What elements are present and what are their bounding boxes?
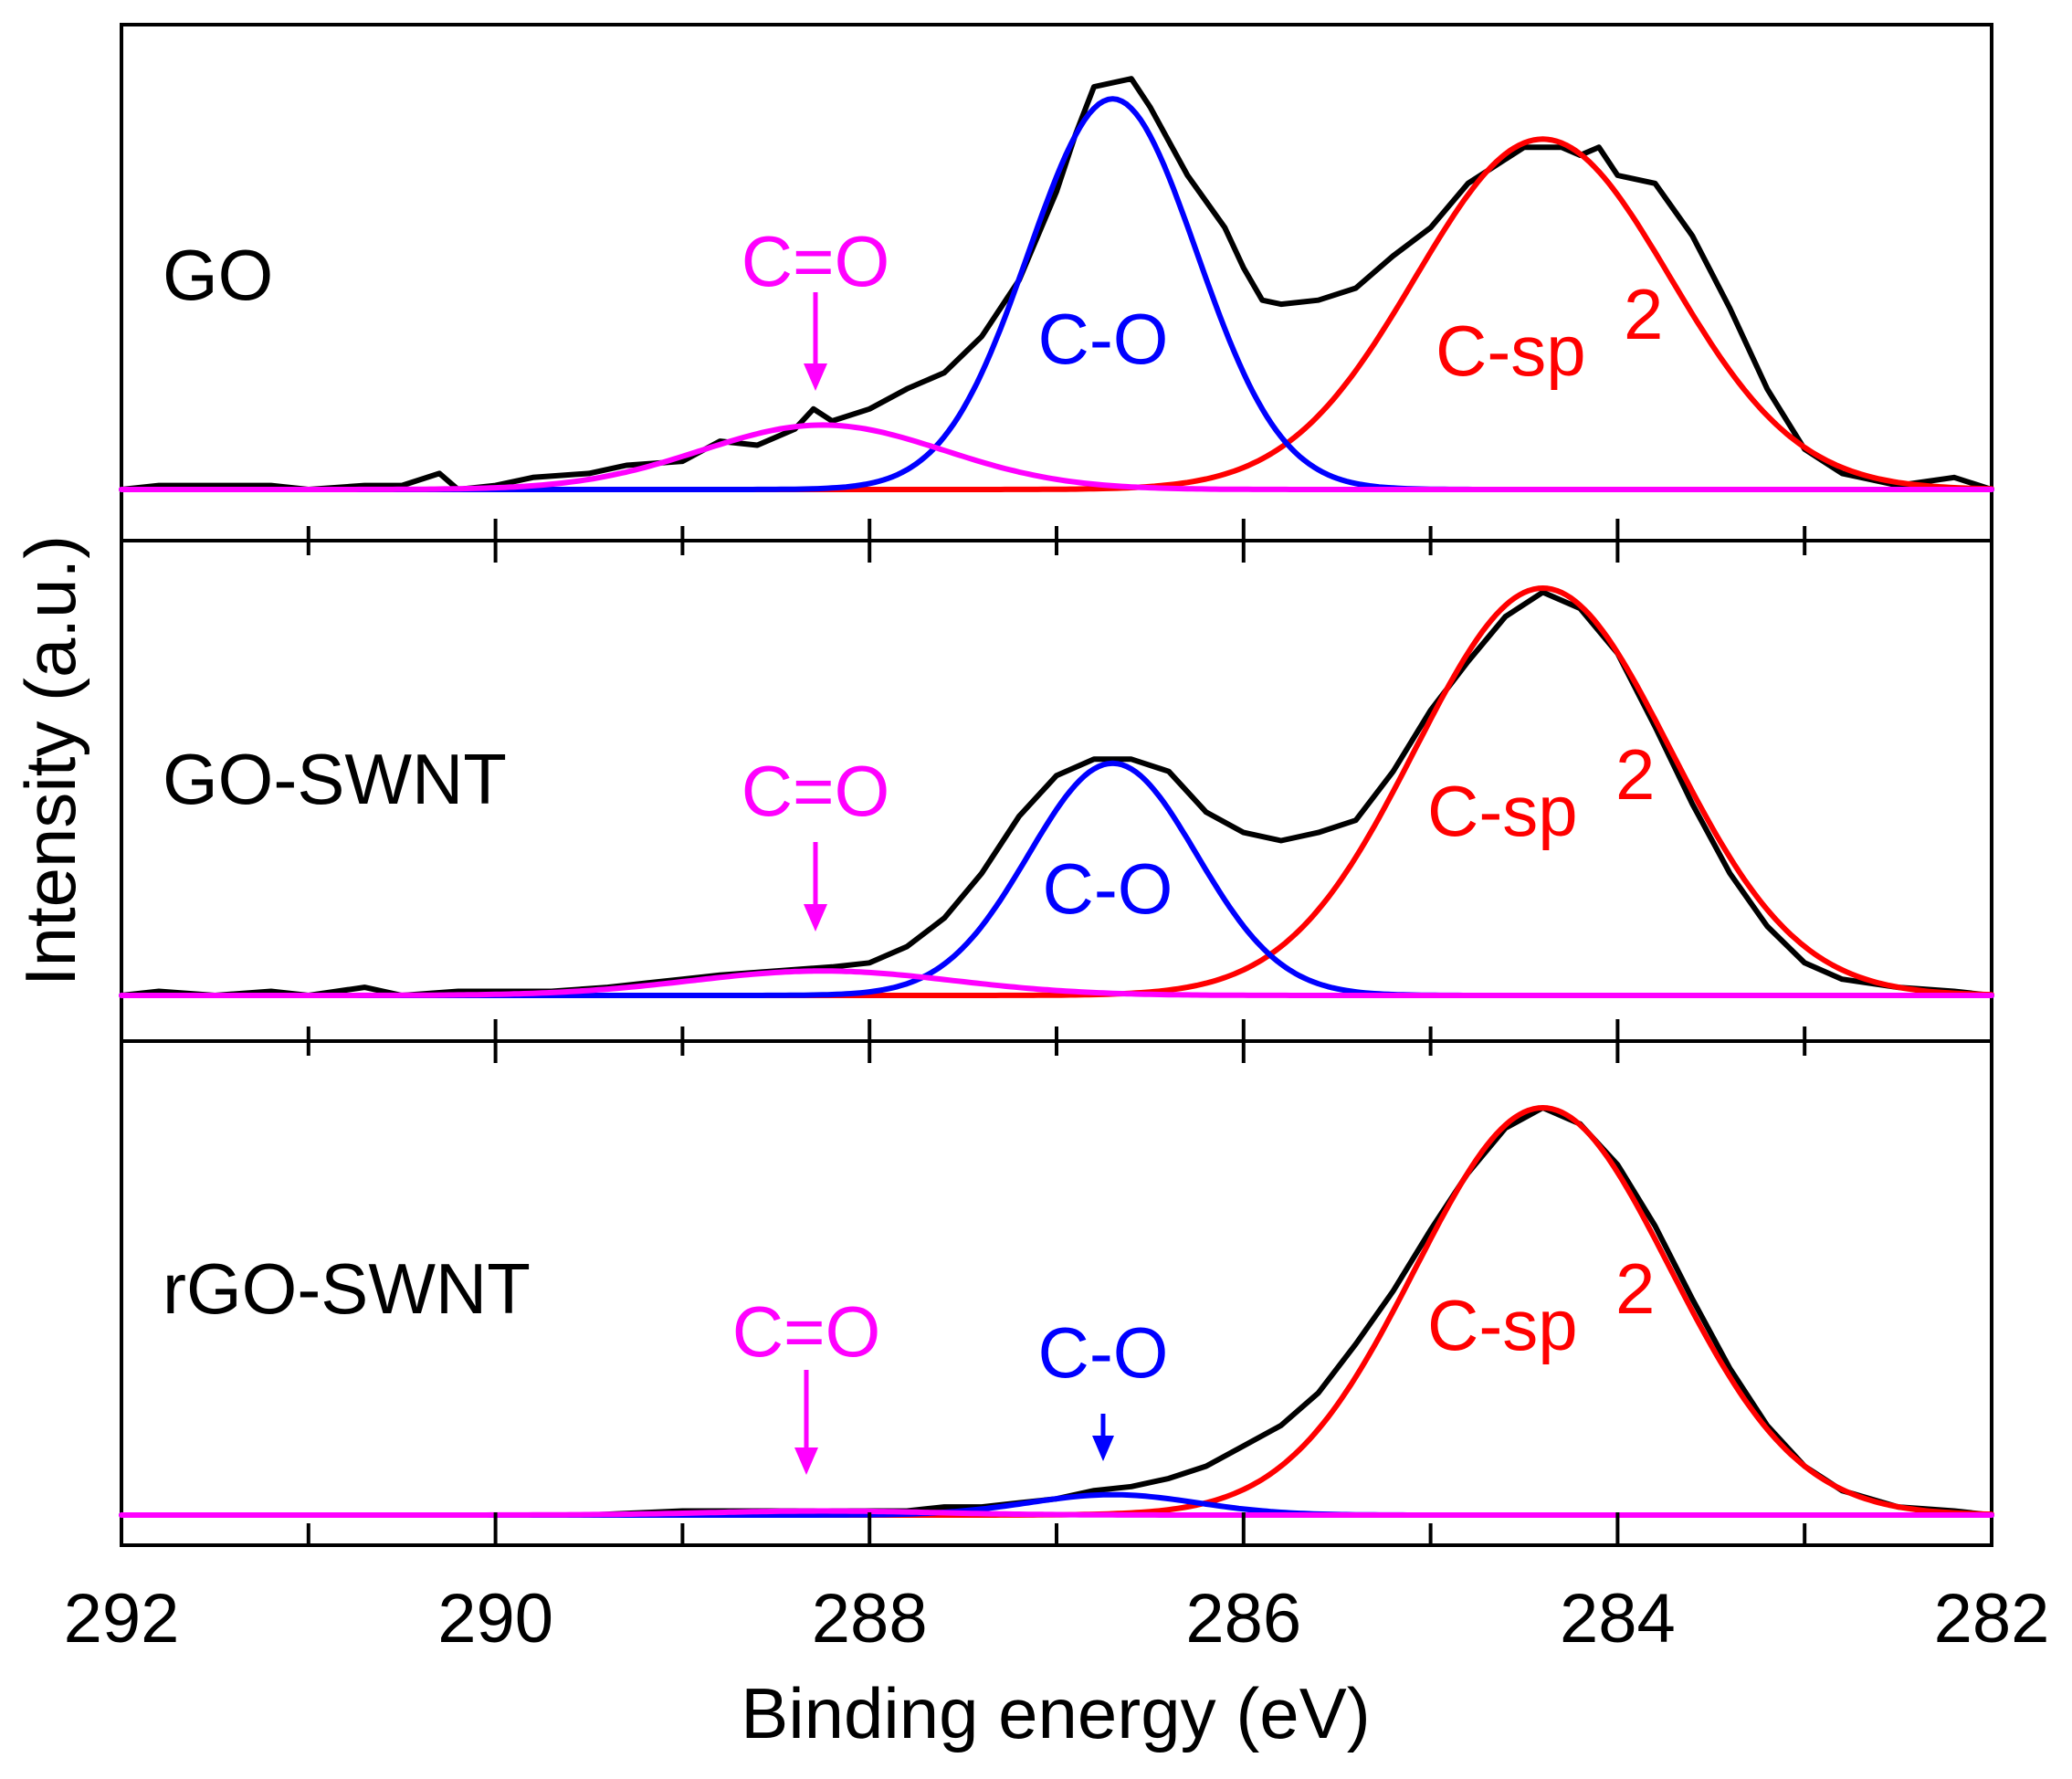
fit-ceqo-rgo-swnt: [119, 1508, 1994, 1518]
annotations-layer: GO C=O C-O C-sp 2 GO-SWNT C=O C-O C-sp 2 rGO-SWNT C…: [163, 221, 1663, 1475]
peak-label-superscript: 2: [1615, 734, 1655, 815]
peak-label-c-sp2: C-sp: [1427, 771, 1578, 851]
peak-label-superscript: 2: [1624, 274, 1663, 354]
arrow-head-c-eq-o: [804, 363, 827, 391]
measured-spectrum-go: [119, 76, 1994, 492]
x-tick-label: 288: [812, 1580, 928, 1658]
ticks-layer: 292 290 288 286 284 282: [64, 519, 2050, 1658]
sample-label: rGO-SWNT: [163, 1248, 531, 1329]
arrow-head-c-eq-o: [794, 1447, 818, 1475]
peak-label-c-eq-o: C=O: [742, 751, 890, 831]
arrow-head-c-eq-o: [804, 904, 827, 932]
measured-spectrum-go-swnt: [119, 589, 1994, 998]
fit-ceqo-go: [119, 422, 1994, 492]
sample-label: GO-SWNT: [163, 739, 507, 819]
sample-label: GO: [163, 235, 273, 315]
x-tick-label: 282: [1934, 1580, 2050, 1658]
x-tick-label: 292: [64, 1580, 180, 1658]
peak-label-c-o: C-O: [1038, 299, 1169, 379]
curves-layer: [119, 76, 1994, 1518]
peak-label-c-sp2: C-sp: [1436, 311, 1586, 391]
peak-label-c-o: C-O: [1038, 1312, 1169, 1393]
x-tick-label: 286: [1185, 1580, 1301, 1658]
y-axis-label: Intensity (a.u.): [10, 535, 90, 986]
fit-ceqo-go-swnt: [119, 968, 1994, 998]
fit-c-o-go: [119, 96, 1994, 492]
x-tick-label: 284: [1560, 1580, 1676, 1658]
x-tick-label: 290: [437, 1580, 553, 1658]
arrow-head-c-o: [1092, 1436, 1114, 1461]
peak-label-c-eq-o: C=O: [732, 1291, 881, 1372]
peak-label-c-sp2: C-sp: [1427, 1285, 1578, 1365]
peak-label-c-eq-o: C=O: [742, 221, 890, 301]
x-axis-label: Binding energy (eV): [741, 1673, 1370, 1753]
peak-label-c-o: C-O: [1043, 848, 1173, 929]
peak-label-superscript: 2: [1615, 1248, 1655, 1329]
